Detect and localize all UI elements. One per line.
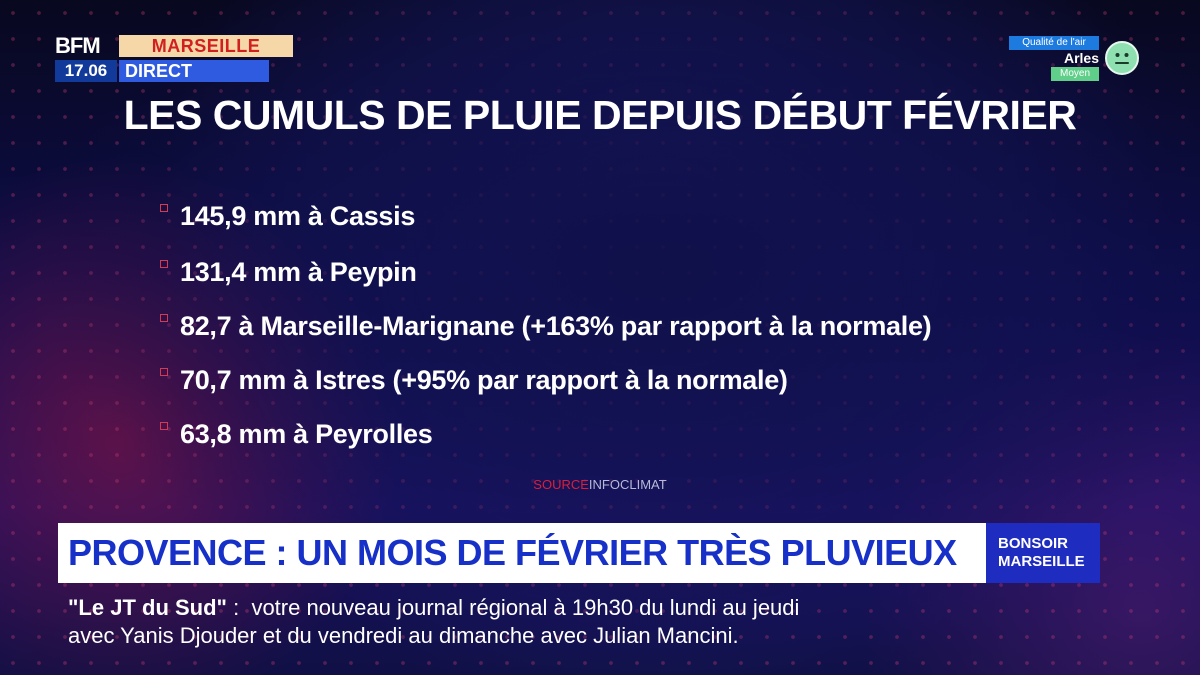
ticker-line-2: avec Yanis Djouder et du vendredi au dim…	[68, 623, 739, 648]
list-item: 82,7 à Marseille-Marignane (+163% par ra…	[155, 306, 1115, 346]
bullet-square-icon	[160, 422, 168, 430]
air-quality-level: Moyen	[1051, 67, 1099, 81]
news-ticker: "Le JT du Sud" : votre nouveau journal r…	[68, 594, 1128, 654]
list-item-text: 70,7 mm à Istres (+95% par rapport à la …	[180, 365, 788, 395]
list-item-text: 131,4 mm à Peypin	[180, 257, 417, 287]
page-title: LES CUMULS DE PLUIE DEPUIS DÉBUT FÉVRIER	[123, 92, 1077, 138]
air-quality-widget: Qualité de l'air Arles Moyen	[1005, 34, 1145, 84]
source-name: INFOCLIMAT	[588, 477, 667, 492]
ticker-separator: :	[226, 595, 252, 620]
list-item: 131,4 mm à Peypin	[155, 252, 1115, 292]
live-badge: DIRECT	[119, 60, 269, 82]
neutral-face-icon	[1105, 41, 1139, 75]
source-credit: SOURCEINFOCLIMAT	[470, 476, 730, 494]
logo-city-name: MARSEILLE	[119, 35, 293, 57]
ticker-program-name: "Le JT du Sud"	[68, 595, 227, 620]
bullet-square-icon	[160, 204, 168, 212]
list-item: 145,9 mm à Cassis	[155, 196, 1115, 236]
list-item-text: 82,7 à Marseille-Marignane (+163% par ra…	[180, 311, 932, 341]
list-item: 63,8 mm à Peyrolles	[155, 414, 1115, 454]
ticker-text-1: votre nouveau journal régional à 19h30 d…	[251, 595, 800, 620]
broadcast-time: 17.06	[55, 60, 117, 82]
ticker-line-1: "Le JT du Sud" : votre nouveau journal r…	[68, 594, 799, 622]
air-quality-city: Arles	[1063, 50, 1099, 66]
logo-channel-name: BFM	[55, 33, 101, 58]
bullet-square-icon	[160, 314, 168, 322]
list-item-text: 63,8 mm à Peyrolles	[180, 419, 433, 449]
bullet-square-icon	[160, 260, 168, 268]
show-name-line1: BONSOIR	[998, 535, 1069, 552]
rainfall-list: 145,9 mm à Cassis 131,4 mm à Peypin 82,7…	[155, 196, 1115, 456]
source-label: SOURCE	[533, 477, 589, 492]
list-item: 70,7 mm à Istres (+95% par rapport à la …	[155, 360, 1115, 400]
headline-banner: PROVENCE : UN MOIS DE FÉVRIER TRÈS PLUVI…	[58, 523, 986, 583]
bullet-square-icon	[160, 368, 168, 376]
channel-logo: BFM MARSEILLE 17.06 DIRECT	[55, 33, 293, 82]
air-quality-label: Qualité de l'air	[1009, 36, 1099, 50]
list-item-text: 145,9 mm à Cassis	[180, 201, 416, 231]
show-badge: BONSOIR MARSEILLE	[986, 523, 1100, 583]
headline-text: PROVENCE : UN MOIS DE FÉVRIER TRÈS PLUVI…	[68, 532, 957, 573]
show-name-line2: MARSEILLE	[998, 553, 1085, 570]
